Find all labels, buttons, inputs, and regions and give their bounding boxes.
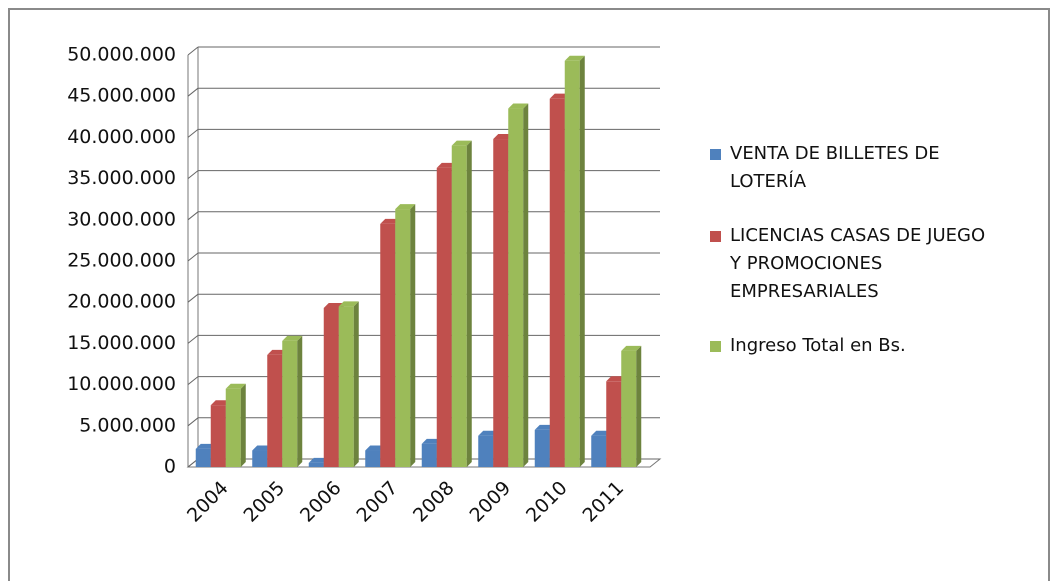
y-tick-label: 5.000.000 xyxy=(79,414,176,436)
y-tick-label: 45.000.000 xyxy=(67,85,176,107)
bar xyxy=(267,354,283,467)
x-tick-label: 2005 xyxy=(239,477,289,527)
x-tick-label: 2006 xyxy=(296,477,346,527)
legend-item: VENTA DE BILLETES DE LOTERÍA xyxy=(706,140,996,196)
x-tick-label: 2009 xyxy=(465,477,515,527)
bar xyxy=(225,388,241,467)
bar xyxy=(195,448,211,467)
bar-top xyxy=(225,383,246,389)
y-tick-label: 10.000.000 xyxy=(67,373,176,395)
grid-diag xyxy=(187,335,199,344)
legend-swatch xyxy=(710,341,721,352)
bar xyxy=(591,435,607,467)
bar-top xyxy=(621,345,642,351)
bar-top xyxy=(508,103,529,109)
bar-top xyxy=(338,301,359,307)
legend-swatch xyxy=(710,149,721,160)
legend-item: LICENCIAS CASAS DE JUEGO Y PROMOCIONES E… xyxy=(706,222,996,306)
legend-label: LICENCIAS CASAS DE JUEGO Y PROMOCIONES E… xyxy=(730,225,986,302)
bar-side xyxy=(297,335,303,467)
x-tick-label: 2010 xyxy=(522,477,572,527)
grid-diag xyxy=(187,46,199,56)
grid-diag xyxy=(187,252,199,262)
legend-swatch xyxy=(710,231,721,242)
y-tick-label: 40.000.000 xyxy=(67,126,176,148)
bar xyxy=(451,145,467,467)
bar xyxy=(380,223,396,467)
bar xyxy=(493,139,509,467)
y-tick-label: 0 xyxy=(164,456,176,478)
bar xyxy=(365,450,381,467)
bar xyxy=(508,108,524,467)
grid-diag xyxy=(187,376,199,385)
bar-side xyxy=(636,345,642,467)
bar xyxy=(606,381,622,467)
bar xyxy=(621,350,637,467)
bar-side xyxy=(353,301,359,467)
bar-side xyxy=(240,383,246,467)
bar xyxy=(210,405,226,467)
grid-diag xyxy=(187,417,199,427)
x-tick-label: 2011 xyxy=(578,477,628,527)
bar-side xyxy=(410,204,416,467)
bar-top xyxy=(451,140,472,146)
y-tick-label: 30.000.000 xyxy=(67,208,176,230)
bar xyxy=(282,340,298,467)
bar-side xyxy=(579,55,585,467)
bar-side xyxy=(466,140,472,467)
x-tick-label: 2007 xyxy=(352,477,402,527)
bar xyxy=(308,462,324,467)
bar xyxy=(534,429,550,467)
bar xyxy=(252,450,268,467)
bar xyxy=(478,435,494,467)
x-tick-label: 2008 xyxy=(409,477,459,527)
bar-side xyxy=(523,103,529,467)
legend-label: VENTA DE BILLETES DE LOTERÍA xyxy=(730,143,940,192)
bar-top xyxy=(395,204,416,210)
grid-diag xyxy=(187,293,199,303)
grid-diag xyxy=(187,87,199,97)
legend-label: Ingreso Total en Bs. xyxy=(730,335,906,356)
y-tick-label: 25.000.000 xyxy=(67,250,176,272)
bar xyxy=(338,306,354,467)
legend: VENTA DE BILLETES DE LOTERÍA LICENCIAS CA… xyxy=(706,140,996,386)
legend-item: Ingreso Total en Bs. xyxy=(706,332,996,360)
bar xyxy=(436,167,452,467)
grid-diag xyxy=(187,170,199,179)
bar xyxy=(549,98,565,467)
x-tick-label: 2004 xyxy=(183,477,233,527)
grid-diag xyxy=(187,129,199,138)
bar xyxy=(564,60,580,467)
grid-diag xyxy=(187,211,199,221)
frame xyxy=(8,8,1050,581)
y-tick-label: 35.000.000 xyxy=(67,167,176,189)
bar xyxy=(323,307,339,467)
bar-top xyxy=(564,55,585,61)
y-tick-label: 50.000.000 xyxy=(67,44,176,66)
y-tick-label: 15.000.000 xyxy=(67,332,176,354)
bar xyxy=(395,209,411,467)
bar-top xyxy=(282,335,303,341)
y-tick-label: 20.000.000 xyxy=(67,291,176,313)
bar xyxy=(421,443,437,467)
